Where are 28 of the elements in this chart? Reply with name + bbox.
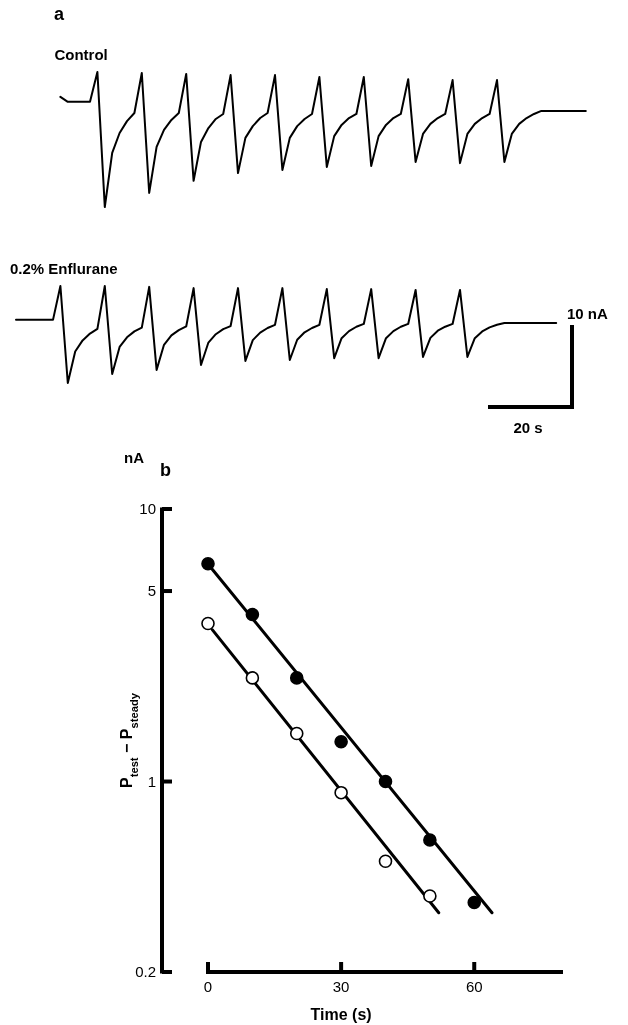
x-axis-title: Time (s) (310, 1006, 372, 1023)
y-tick-label: 0.2 (135, 963, 156, 981)
chart-title: a (54, 4, 65, 24)
text: 10 nA (567, 305, 609, 322)
y-tick-label: 10 (139, 500, 156, 518)
series-label: 0.2% Enflurane (10, 260, 118, 277)
point (201, 556, 215, 571)
point (378, 854, 393, 869)
point (245, 607, 260, 622)
point (334, 785, 348, 800)
y-tick-label: 5 (147, 582, 156, 600)
x-tick-label: 60 (465, 978, 483, 995)
point (423, 833, 437, 847)
point (467, 895, 482, 910)
point (378, 774, 393, 789)
point (423, 889, 437, 903)
x-tick-label: 0 (203, 978, 213, 995)
point (201, 616, 215, 631)
point (334, 734, 348, 749)
series-label: Control (54, 46, 108, 63)
chart-title: b (160, 460, 171, 480)
y-tick-label: 1 (147, 772, 156, 790)
text: nA (124, 449, 145, 466)
point (245, 671, 260, 685)
text: 20 s (513, 419, 543, 436)
x-tick-label: 30 (332, 978, 350, 995)
point (289, 726, 304, 741)
point (289, 671, 304, 685)
